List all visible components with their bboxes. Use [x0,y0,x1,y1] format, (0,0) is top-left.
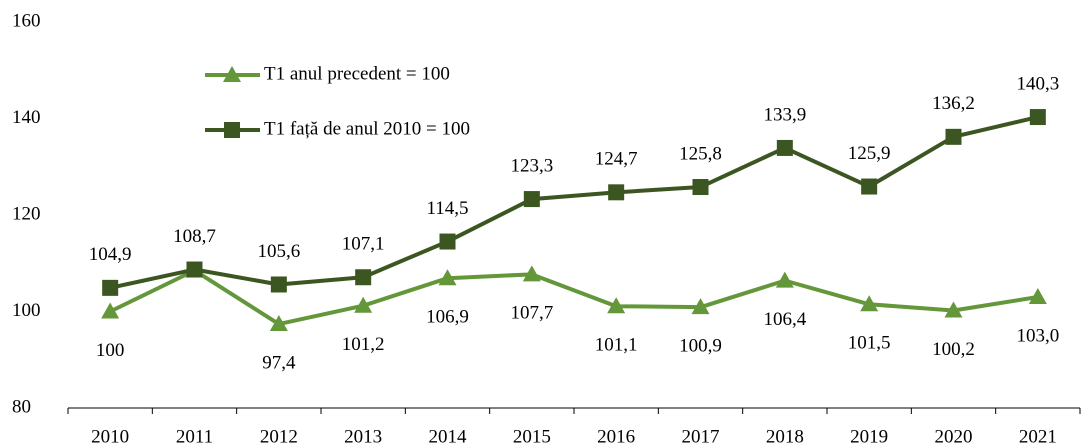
y-tick-label: 80 [12,396,31,417]
data-label: 106,4 [763,309,806,330]
y-tick-label: 160 [12,10,41,31]
legend-label: T1 anul precedent = 100 [264,63,450,84]
data-label: 133,9 [763,104,806,125]
data-label: 107,1 [342,234,385,255]
data-label: 100,2 [932,339,975,360]
point [355,269,372,286]
data-label: 101,2 [342,334,385,355]
point [944,301,963,318]
data-label: 108,7 [173,226,216,247]
point [438,269,457,286]
legend-label: T1 față de anul 2010 = 100 [264,118,470,139]
point [102,279,119,296]
x-tick-label: 2011 [176,426,213,447]
point [776,139,793,156]
y-tick-label: 100 [12,300,41,321]
point [860,295,879,312]
x-tick-label: 2021 [1019,426,1057,447]
data-label: 104,9 [89,244,132,265]
data-label: 125,9 [848,143,891,164]
point [775,271,794,288]
data-label: 101,1 [595,335,638,356]
point [186,261,203,278]
data-label: 105,6 [257,241,300,262]
point [101,302,120,319]
data-label: 124,7 [595,149,638,170]
x-tick-label: 2014 [429,426,468,447]
data-label: 125,8 [679,143,722,164]
x-tick-label: 2013 [344,426,382,447]
x-tick-label: 2012 [260,426,298,447]
point [523,191,540,208]
series-line [109,115,1039,290]
x-tick-label: 2019 [850,426,888,447]
data-label: 103,0 [1016,325,1059,346]
point [861,178,878,195]
point [608,184,625,201]
legend-marker [224,122,240,138]
x-tick-label: 2020 [935,426,973,447]
point [945,128,962,145]
data-label: 107,7 [510,303,553,324]
point [269,315,288,332]
x-tick-label: 2018 [766,426,804,447]
x-tick-label: 2015 [513,426,551,447]
x-tick-label: 2017 [682,426,720,447]
data-label: 114,5 [426,198,468,219]
data-label: 100,9 [679,336,722,357]
legend-marker [223,66,241,82]
point [692,179,709,196]
x-tick-label: 2016 [597,426,635,447]
point [1029,109,1046,126]
data-label: 97,4 [262,352,296,373]
point [354,296,373,313]
point [522,265,541,282]
y-tick-label: 120 [12,203,41,224]
data-label: 100 [96,340,125,361]
point [607,297,626,314]
series-line [109,268,1039,327]
data-label: 140,3 [1016,73,1059,94]
y-tick-label: 140 [12,107,41,128]
data-label: 101,5 [848,333,891,354]
point [691,298,710,315]
data-label: 106,9 [426,307,469,328]
x-tick-label: 2010 [91,426,129,447]
data-label: 136,2 [932,93,975,114]
point [439,233,456,250]
point [270,276,287,293]
data-label: 123,3 [510,155,553,176]
point [1028,288,1047,305]
